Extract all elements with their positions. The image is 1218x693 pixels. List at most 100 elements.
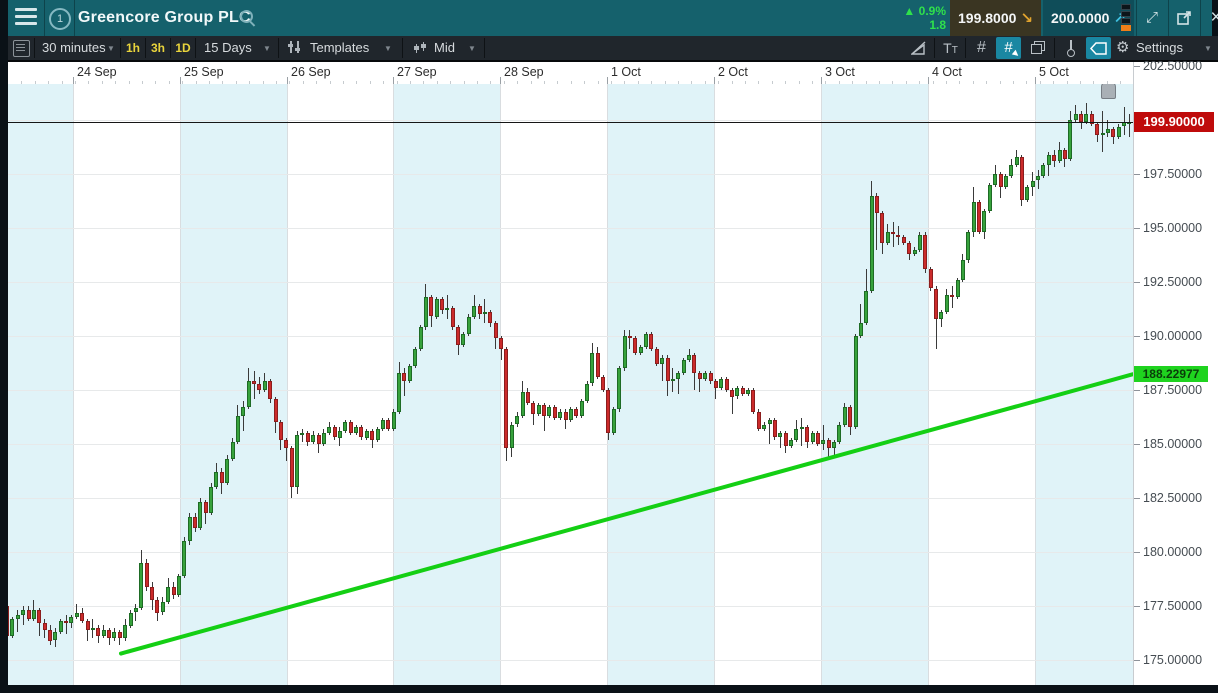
settings-dropdown[interactable]: Settings: [1136, 40, 1183, 55]
chevron-down-icon[interactable]: ▼: [468, 44, 476, 53]
candle-body: [805, 426, 810, 442]
candle-wick: [779, 431, 781, 449]
day-band: [1035, 84, 1133, 685]
candle-body: [203, 502, 208, 514]
divider: [145, 38, 146, 58]
trendline-tool-icon[interactable]: [906, 37, 931, 59]
templates-dropdown[interactable]: Templates: [310, 40, 370, 55]
y-axis-tick: [1134, 174, 1140, 175]
sell-price-button[interactable]: 199.8000 ↘: [950, 0, 1041, 36]
windows-tool-icon[interactable]: [1026, 37, 1051, 59]
candle-body: [74, 612, 79, 617]
candle-body: [740, 387, 745, 395]
window-number-badge[interactable]: 1: [49, 8, 71, 30]
candle-body: [150, 586, 154, 600]
candle-body: [85, 621, 90, 630]
time-tick: [879, 81, 880, 84]
x-axis-label: 5 Oct: [1039, 65, 1069, 79]
gridlines-tool-icon[interactable]: #: [977, 39, 986, 56]
time-tick: [503, 81, 505, 84]
range-dropdown[interactable]: 15 Days: [204, 40, 252, 55]
crosshair-tool-icon[interactable]: #: [996, 37, 1021, 59]
candle-body: [853, 336, 858, 427]
y-axis[interactable]: 199.90000 188.22977 202.50000200.0000019…: [1133, 59, 1218, 685]
time-tick: [959, 81, 961, 84]
chart-toolbar: 30 minutes ▼ 1h 3h 1D 15 Days ▼ Template…: [8, 36, 1218, 62]
buy-price-button[interactable]: 200.0000 ↗: [1043, 0, 1134, 36]
candle-body: [896, 234, 901, 237]
price-label-tool-icon[interactable]: [1086, 37, 1111, 59]
candle-body: [445, 307, 450, 311]
chart-plot-area[interactable]: [8, 84, 1133, 685]
candle-body: [1036, 176, 1040, 181]
candle-body: [31, 610, 36, 619]
candle-body: [676, 372, 681, 380]
chevron-down-icon[interactable]: ▼: [384, 44, 392, 53]
candle-body: [230, 441, 235, 460]
trendline[interactable]: [8, 84, 1133, 685]
expand-icon[interactable]: ⤢: [1145, 9, 1158, 26]
time-tick: [410, 81, 411, 84]
price-mode-dropdown[interactable]: Mid: [434, 40, 455, 55]
candle-wick: [65, 614, 67, 634]
candle-body: [783, 433, 788, 447]
interval-1d-button[interactable]: 1D: [175, 41, 191, 55]
y-axis-label: 192.50000: [1143, 275, 1203, 289]
candle-body: [585, 383, 589, 401]
y-axis-label: 180.00000: [1143, 545, 1203, 559]
candle-body: [155, 599, 160, 613]
search-icon[interactable]: [240, 10, 256, 27]
day-tick: [393, 77, 394, 84]
time-tick: [329, 81, 331, 84]
day-tick: [180, 77, 181, 84]
x-axis[interactable]: 24 Sep 25 Sep 26 Sep 27 Sep 28 Sep 1 Oct 2 Oct…: [8, 62, 1133, 84]
candle-wick: [731, 387, 733, 414]
candle-body: [58, 621, 63, 632]
candle-body: [579, 400, 584, 416]
gear-icon[interactable]: ⚙: [1116, 39, 1130, 56]
x-axis-label: 4 Oct: [932, 65, 962, 79]
candle-body: [321, 433, 326, 444]
day-gridline: [180, 84, 181, 685]
chevron-down-icon[interactable]: ▼: [107, 44, 115, 53]
layout-stack-icon[interactable]: [1121, 4, 1132, 32]
text-tool-icon[interactable]: TT: [943, 40, 958, 56]
time-tick: [785, 81, 787, 84]
candle-body: [1111, 128, 1116, 138]
interval-3h-button[interactable]: 3h: [150, 41, 165, 55]
annotation-tool-icon[interactable]: [1058, 37, 1083, 59]
day-gridline: [607, 84, 608, 685]
chevron-down-icon[interactable]: ▼: [1204, 44, 1212, 53]
watchlist-panel-icon[interactable]: [13, 40, 30, 57]
candle-body: [1019, 156, 1024, 200]
candle-body: [477, 305, 482, 315]
candle-body: [278, 422, 283, 440]
y-axis-tick: [1134, 444, 1140, 445]
close-icon[interactable]: ×: [1210, 7, 1218, 28]
candle-body: [311, 435, 316, 442]
interval-1h-button[interactable]: 1h: [125, 41, 140, 55]
candle-body: [472, 305, 477, 317]
candle-body: [1009, 165, 1014, 177]
y-axis-label: 197.50000: [1143, 167, 1203, 181]
candle-body: [466, 316, 471, 334]
time-tick: [356, 81, 358, 84]
candle-wick: [253, 370, 255, 399]
popout-icon[interactable]: [1170, 0, 1198, 36]
candle-body: [982, 210, 987, 233]
change-readout: ▲ 0.9% 1.8: [884, 4, 946, 32]
scroll-latest-marker[interactable]: [1101, 84, 1116, 99]
candle-body: [1089, 113, 1094, 125]
y-axis-tick: [1134, 228, 1140, 229]
time-tick: [61, 81, 63, 84]
trendline-price-label: 188.22977: [1134, 366, 1208, 382]
price-gridline: [8, 390, 1133, 391]
candle-body: [1046, 154, 1051, 166]
interval-dropdown[interactable]: 30 minutes: [42, 40, 106, 55]
time-tick: [704, 81, 706, 84]
menu-icon[interactable]: [13, 8, 39, 28]
candle-body: [665, 357, 670, 382]
candle-wick: [661, 355, 663, 382]
chevron-down-icon[interactable]: ▼: [263, 44, 271, 53]
candle-body: [166, 586, 171, 602]
